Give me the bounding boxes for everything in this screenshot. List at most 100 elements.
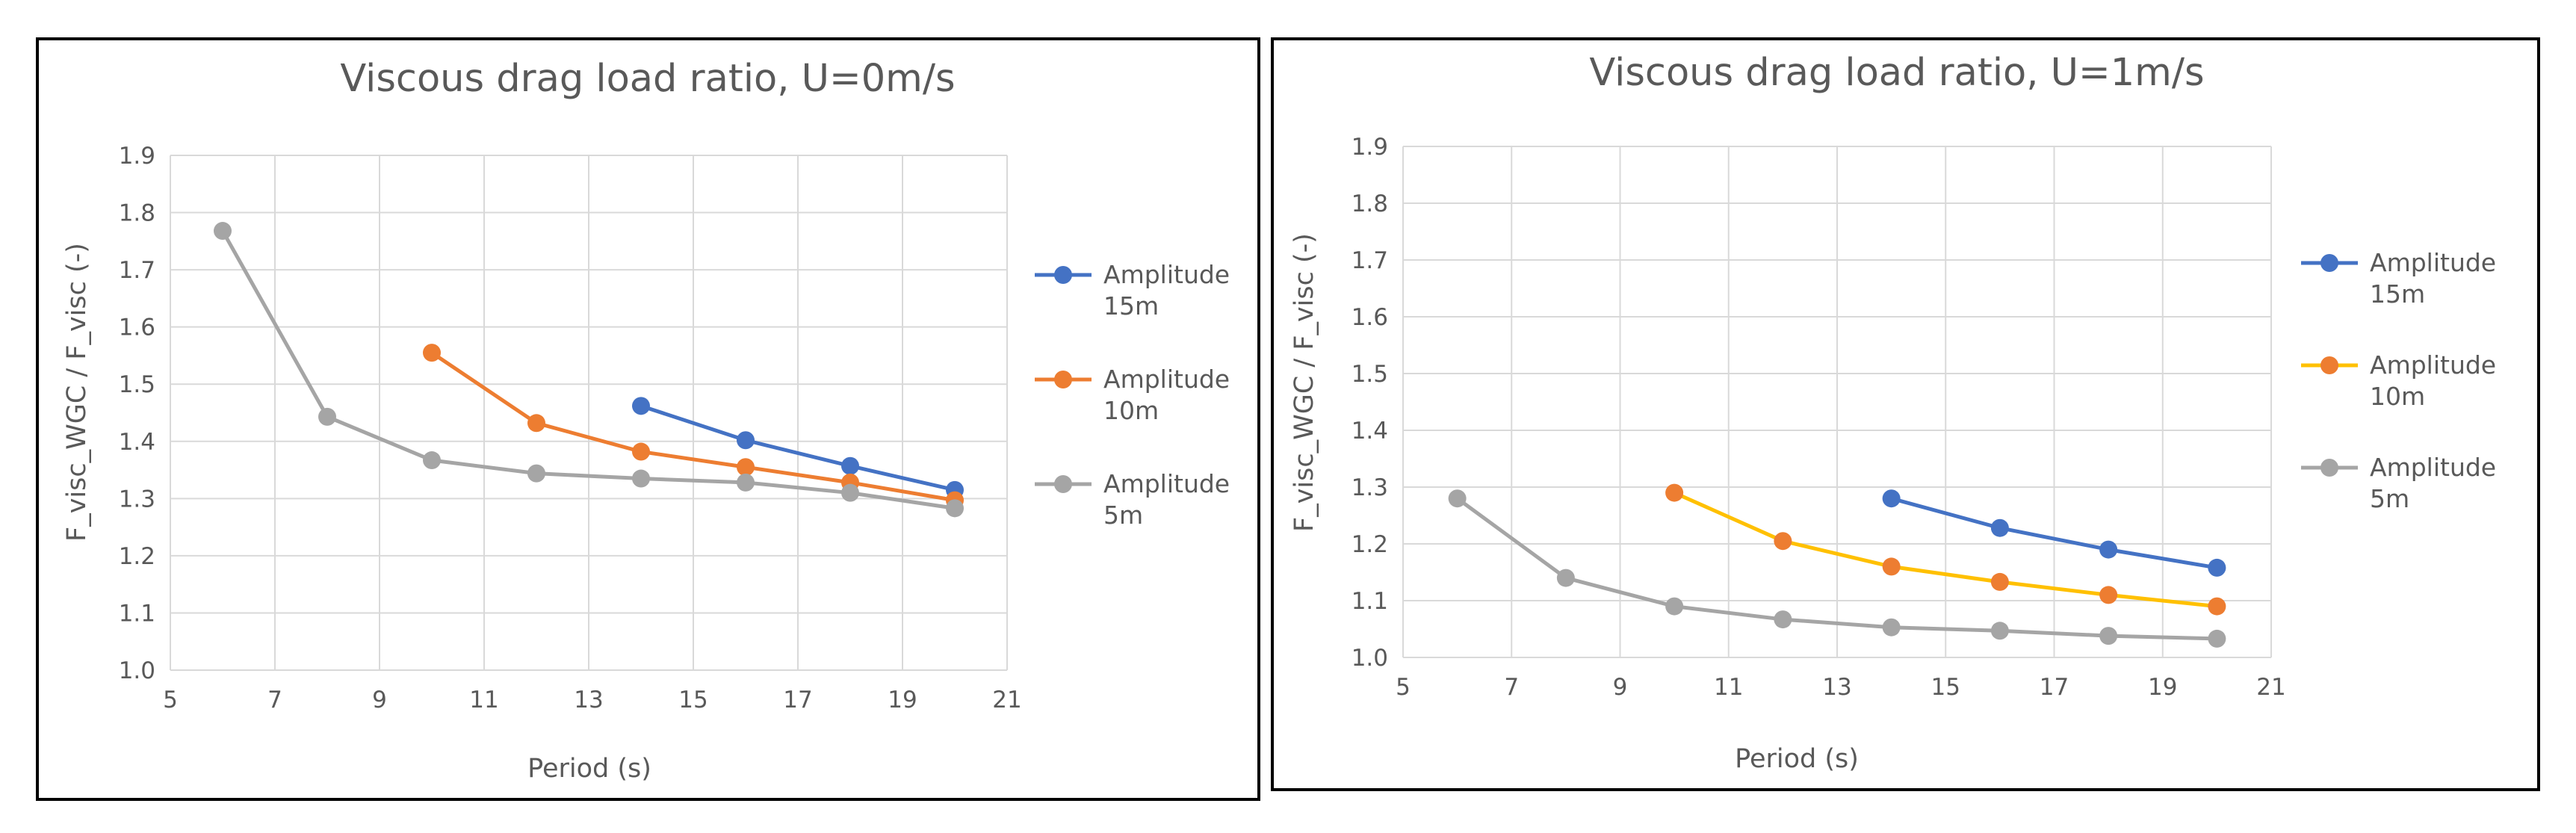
legend-label: 10m [1103,396,1159,425]
data-point [1774,532,1792,551]
y-tick-label: 1.3 [1352,474,1388,501]
data-point [2099,540,2118,559]
data-point [1882,618,1901,637]
series-layer [214,222,964,518]
legend-marker [2320,254,2338,272]
y-tick-label: 1.5 [1352,361,1388,388]
y-tick-label: 1.4 [1352,418,1388,445]
y-tick-label: 1.7 [119,257,155,284]
legend-marker [1054,475,1072,493]
data-point [423,451,441,470]
data-point [2208,629,2226,648]
y-tick-label: 1.8 [119,200,155,227]
data-point [1556,569,1575,587]
legend-marker [2320,356,2338,374]
series-line [1674,491,2217,609]
data-point [2099,627,2118,645]
x-tick-label: 21 [992,687,1021,713]
data-point [2208,597,2226,616]
legend-label: 15m [2370,279,2425,309]
y-tick-label: 1.7 [1352,247,1388,274]
y-tick-label: 1.2 [119,543,155,570]
data-point [1665,483,1684,502]
data-point [1882,557,1901,576]
legend-label: Amplitude [1103,469,1230,498]
x-tick-label: 13 [1822,674,1851,701]
x-tick-labels: 5 7 9 11 13 15 17 19 21 [163,687,1022,713]
data-point [632,469,650,488]
data-point [1448,489,1467,508]
x-tick-labels: 5 7 9 11 13 15 17 19 21 [1396,674,2286,701]
y-tick-label: 1.9 [119,143,155,170]
x-tick-label: 13 [574,687,603,713]
data-point [841,483,859,502]
x-tick-label: 19 [2148,674,2177,701]
x-tick-label: 11 [1714,674,1743,701]
x-tick-label: 19 [888,687,917,713]
data-point [1990,518,2009,537]
data-point [527,414,545,433]
data-point [318,407,336,426]
data-point [632,397,650,415]
x-tick-label: 21 [2256,674,2285,701]
x-tick-label: 15 [1931,674,1960,701]
x-tick-label: 5 [163,687,178,713]
legend-label: 15m [1103,291,1159,320]
data-point [946,499,964,518]
x-tick-label: 9 [372,687,387,713]
y-tick-labels: 1.0 1.1 1.2 1.3 1.4 1.5 1.6 1.7 1.8 1.9 [1352,134,1388,672]
series-layer [1448,483,2226,648]
gridlines [1402,146,2272,658]
y-tick-label: 1.0 [119,657,155,684]
data-point [737,431,755,450]
chart-title: Viscous drag load ratio, U=0m/s [340,57,955,101]
y-tick-label: 1.2 [1352,531,1388,558]
y-tick-label: 1.1 [119,600,155,627]
legend-entry: Amplitude 5m [1035,469,1230,530]
legend-label: Amplitude [2370,248,2496,277]
chart-panel-u1: Viscous drag load ratio, U=1m/s 1.01.11.… [1271,37,2540,791]
data-point [737,458,755,477]
legend-label: Amplitude [2370,453,2496,482]
x-tick-label: 11 [469,687,498,713]
legend-label: Amplitude [2370,350,2496,380]
data-point [423,344,441,362]
x-axis-label: Period (s) [527,754,651,784]
legend-label: 5m [2370,484,2409,513]
data-point [2099,586,2118,604]
data-point [1882,489,1901,508]
series-amplitude-5m [214,222,964,518]
y-axis-label: F_visc_WGC / F_visc (-) [1289,233,1319,532]
data-point [1990,572,2009,591]
y-tick-label: 1.0 [1352,645,1388,672]
series-line [1890,496,2217,570]
y-tick-label: 1.4 [119,429,155,456]
series-amplitude-10m [1665,483,2226,616]
x-tick-label: 15 [678,687,708,713]
series-line [1456,497,2217,641]
y-tick-label: 1.9 [1352,134,1388,161]
series-line [220,229,956,510]
x-tick-label: 17 [783,687,812,713]
legend-label: 5m [1103,501,1143,530]
legend-marker [1054,371,1072,388]
data-point [2208,558,2226,577]
legend-label: 10m [2370,382,2425,411]
legend-label: Amplitude [1103,260,1230,289]
chart-panel-u0: Viscous drag load ratio, U=0m/s 1.0 1.1 1.… [36,37,1260,801]
y-tick-label: 1.3 [119,486,155,513]
data-point [1665,597,1684,616]
legend-marker [1054,266,1072,284]
chart-title: Viscous drag load ratio, U=1m/s [1589,51,2204,95]
series-line [430,351,956,503]
chart-border [36,37,1260,801]
x-tick-label: 7 [1504,674,1519,701]
y-tick-label: 1.6 [1352,304,1388,331]
y-tick-label: 1.5 [119,371,155,398]
x-tick-label: 17 [2040,674,2069,701]
